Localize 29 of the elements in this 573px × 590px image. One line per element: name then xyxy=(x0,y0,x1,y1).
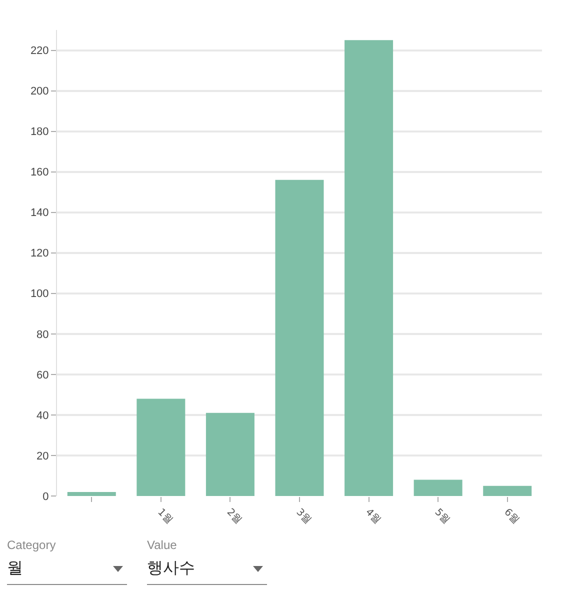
y-tick-label: 40 xyxy=(36,410,49,422)
y-tick-label: 160 xyxy=(30,166,49,179)
bar xyxy=(344,40,394,496)
text: Value xyxy=(147,538,178,552)
y-tick-label: 180 xyxy=(30,126,49,138)
y-tick-label: 80 xyxy=(36,328,49,341)
bar xyxy=(414,480,462,496)
bar xyxy=(67,492,116,496)
bar xyxy=(206,412,254,496)
text: Category xyxy=(7,538,57,552)
x-tick-label: 5월 xyxy=(432,506,452,526)
bar xyxy=(483,486,532,496)
y-tick-label: 120 xyxy=(30,248,49,260)
y-tick-label: 20 xyxy=(36,450,49,462)
bar xyxy=(275,180,324,496)
x-tick-label: 3월 xyxy=(294,506,314,526)
x-tick-label: 6월 xyxy=(502,506,522,526)
y-tick-label: 200 xyxy=(30,86,49,98)
y-tick-label: 60 xyxy=(36,369,49,382)
x-tick-label: 4월 xyxy=(363,506,382,526)
text: 월 xyxy=(7,558,24,579)
y-tick-label: 100 xyxy=(30,288,49,300)
text: 행사수 xyxy=(147,558,196,579)
x-tick-label: 2월 xyxy=(224,506,244,526)
x-tick-label: 1월 xyxy=(155,506,175,526)
bar xyxy=(136,398,186,496)
y-tick-label: 0 xyxy=(42,490,49,503)
y-tick-label: 220 xyxy=(30,45,49,58)
y-tick-label: 140 xyxy=(30,207,49,220)
